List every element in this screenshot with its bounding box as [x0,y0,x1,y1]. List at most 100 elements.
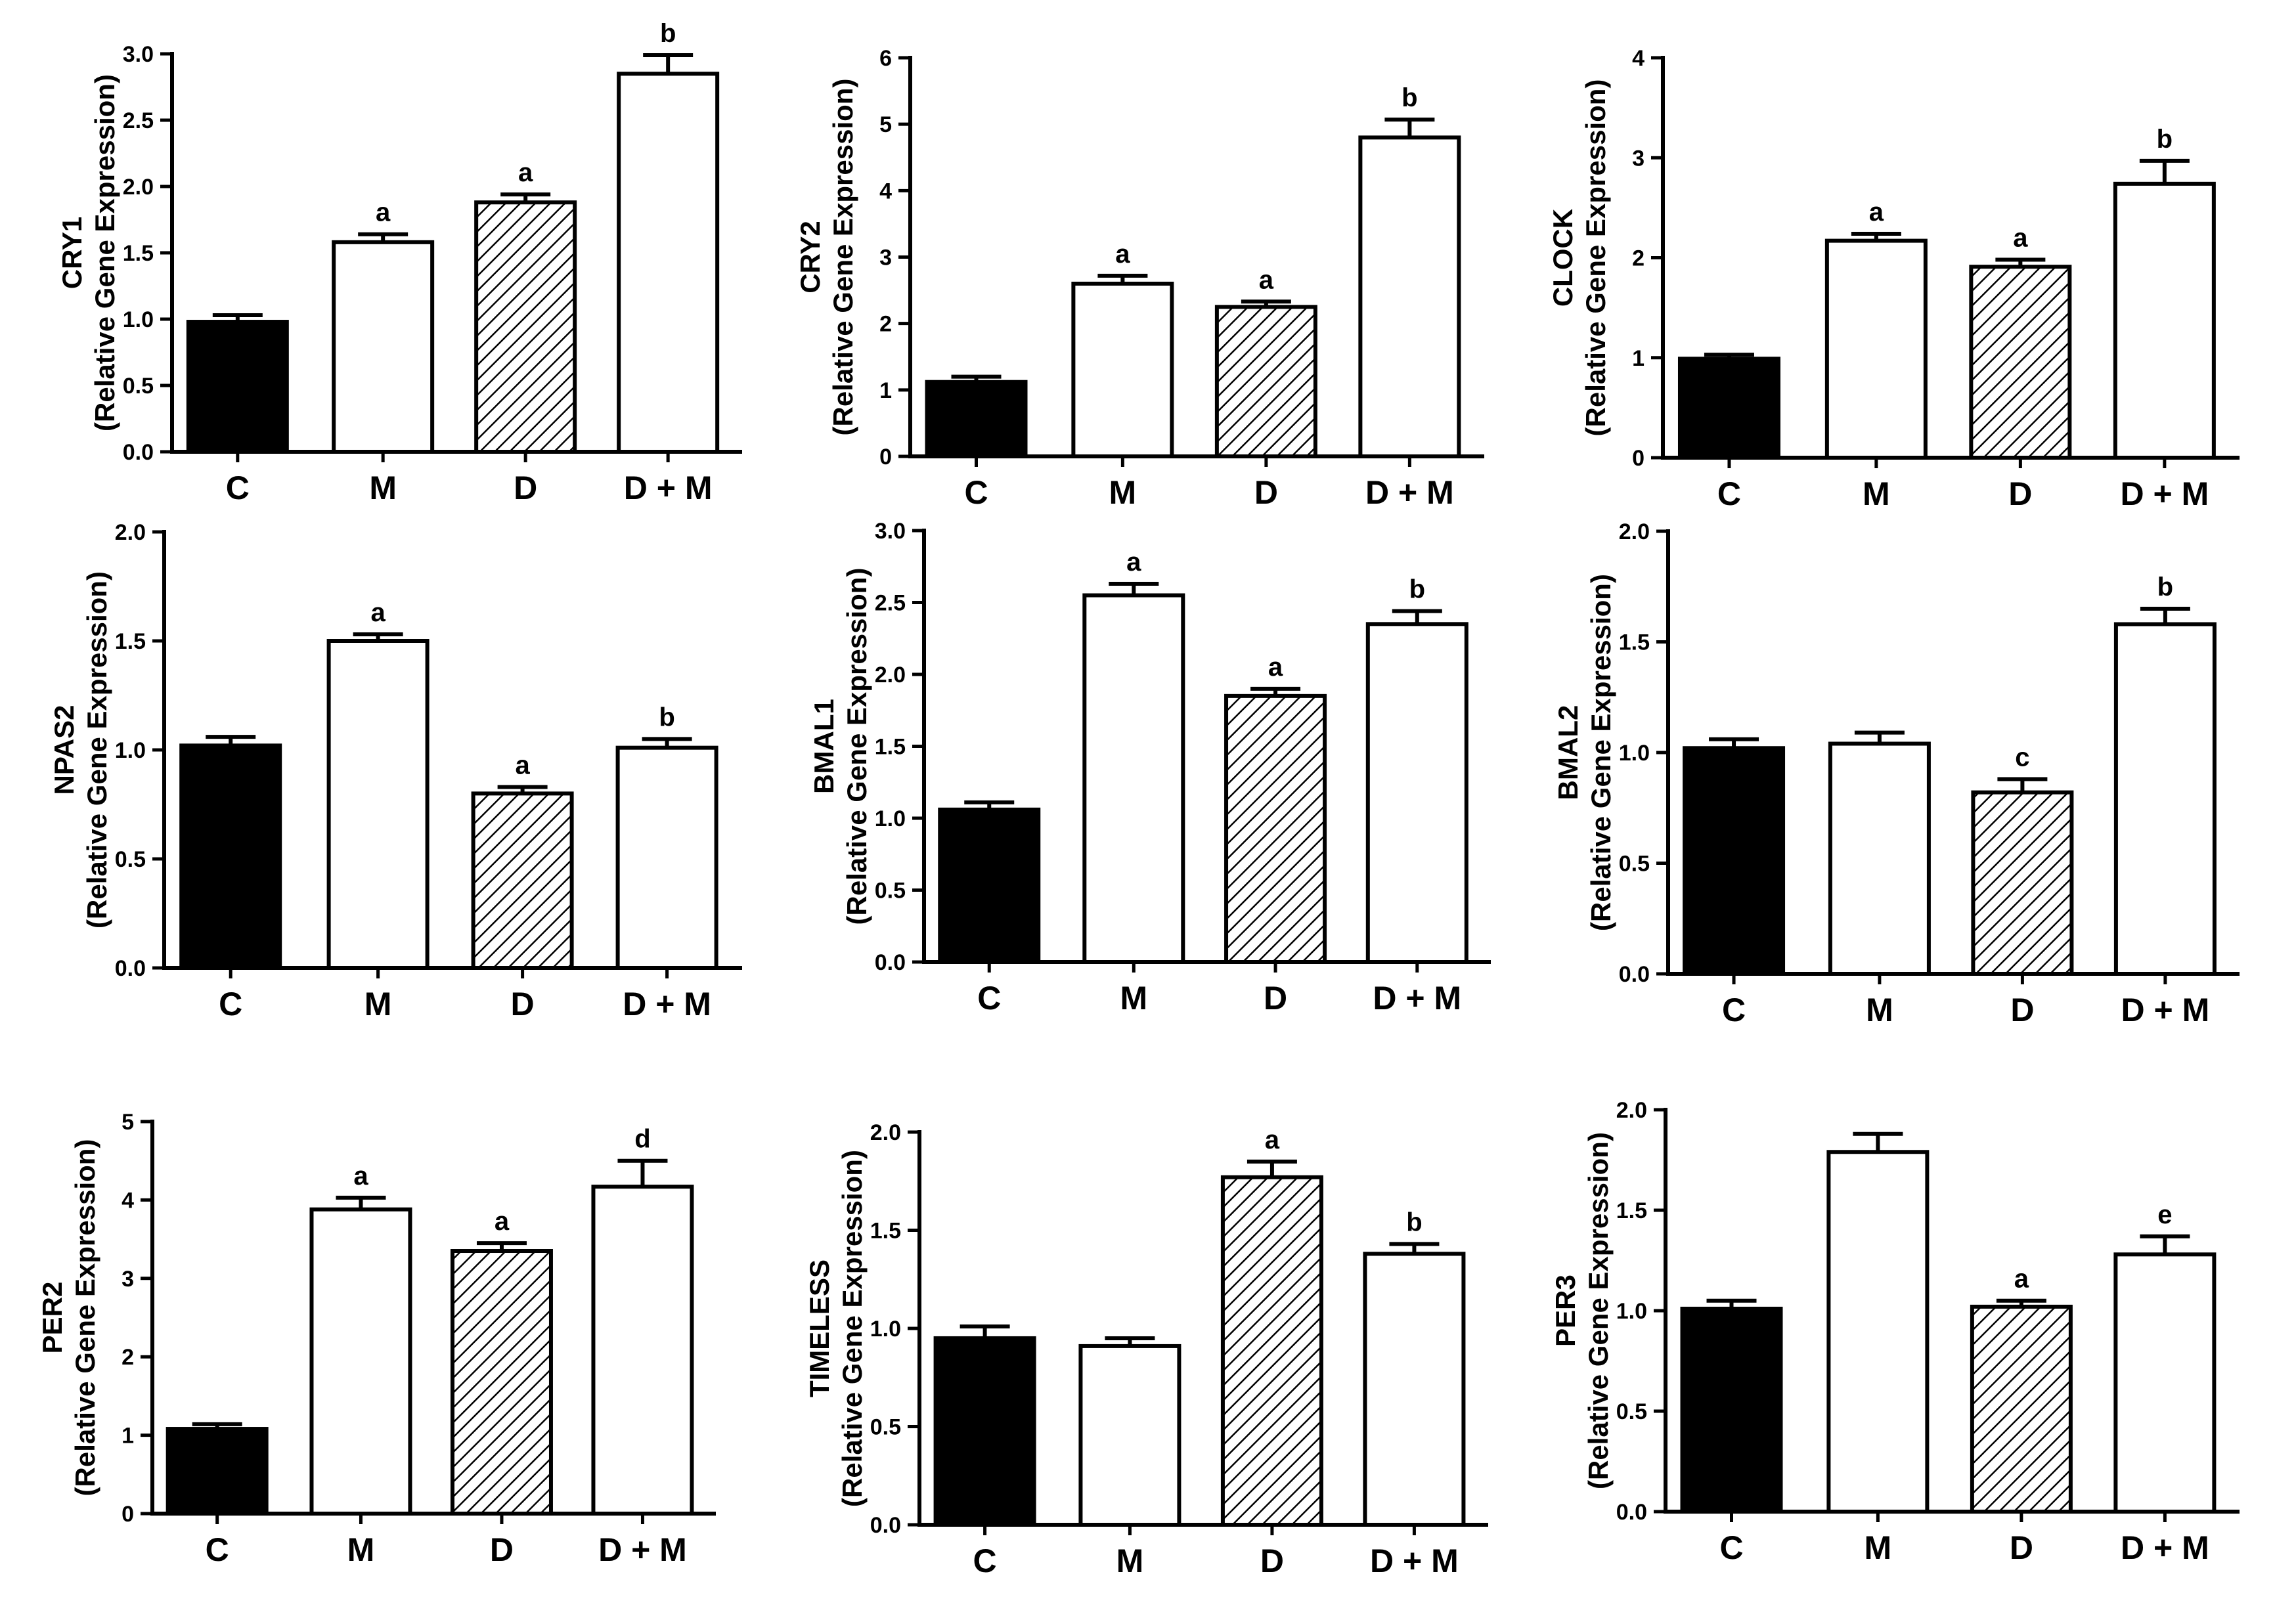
bar-d [471,791,574,971]
bar-m [326,639,430,970]
x-tick-label: C [964,474,988,511]
bar-d [1224,693,1327,964]
y-tick-label: 2.0 [1616,1098,1647,1123]
y-axis-label: BMAL1 [808,699,839,794]
y-tick-label: 0.5 [115,847,146,872]
x-tick-label: M [1863,475,1890,512]
bar-c [166,1427,269,1516]
significance-label: b [1402,83,1417,112]
y-tick-label: 2.0 [123,175,154,200]
bar-m [1824,238,1928,460]
y-tick-label: 0.5 [875,879,906,904]
y-axis-sublabel: (Relative Gene Expression) [828,79,858,436]
bar-dm [2113,622,2217,976]
bar-d [450,1249,553,1516]
y-tick-label: 4 [121,1188,134,1213]
chart-svg: C Ma Db D + M 0.0 0.5 1.0 1.5 2.0 TIMELESS (Relati… [804,1120,1488,1579]
x-tick-label: M [1865,1529,1892,1566]
x-tick-label: M [347,1531,375,1568]
y-tick-label: 3 [1632,146,1645,171]
y-tick-label: 1.0 [875,806,906,831]
x-tick-label: D + M [624,470,713,506]
x-tick-label: D + M [598,1531,687,1568]
y-tick-label: 1 [1632,346,1645,371]
bar-m [1828,741,1931,976]
y-tick-label: 0.0 [1619,962,1650,987]
x-tick-label: D [2010,992,2034,1028]
chart-svg: Ca Ma Db D + M 0 1 2 3 4 CLOCK (Relative Gene Expr… [1547,46,2240,512]
y-tick-label: 0.0 [1616,1500,1647,1525]
y-axis-sublabel: (Relative Gene Expression) [1585,574,1616,931]
x-tick-label: D [1260,1542,1284,1579]
bar-c [925,380,1028,459]
y-tick-label: 6 [879,46,892,71]
y-tick-label: 0.0 [123,440,154,465]
significance-label: d [634,1125,650,1154]
y-tick-label: 0 [121,1502,134,1527]
y-tick-label: 1.0 [1619,741,1650,766]
bar-c [938,807,1041,964]
x-tick-label: D [511,986,535,1022]
y-tick-label: 1.0 [115,738,146,763]
x-tick-label: D + M [1365,474,1454,511]
bar-dm [591,1185,694,1516]
y-tick-label: 2 [879,312,892,337]
y-tick-label: 1 [879,378,892,403]
significance-label: a [1115,240,1130,269]
y-tick-label: 1.5 [115,629,146,654]
significance-label: a [1265,1126,1280,1154]
x-tick-label: C [1717,475,1741,512]
y-tick-label: 3.0 [875,519,906,544]
y-axis-label: CRY1 [56,217,87,289]
y-tick-label: 0.5 [1616,1399,1647,1424]
bar-dm [1365,622,1468,965]
x-tick-label: M [1866,992,1893,1028]
y-axis-sublabel: (Relative Gene Expression) [1580,79,1611,437]
bar-m [309,1207,412,1516]
significance-label: a [353,1162,368,1191]
y-tick-label: 1.5 [875,735,906,760]
x-tick-label: M [1120,980,1147,1017]
y-tick-label: 0.5 [1619,852,1650,877]
bar-c [933,1336,1036,1527]
significance-label: a [518,158,533,187]
chart-svg: Ca Ma Db D + M 0.0 0.5 1.0 1.5 2.0 2.5 3.0 CRY1 (Rel… [56,19,742,506]
y-axis-label: BMAL2 [1553,705,1583,800]
bar-d [1220,1175,1323,1527]
y-axis-sublabel: (Relative Gene Expression) [1583,1132,1614,1489]
y-tick-label: 1.5 [1619,630,1650,655]
x-tick-label: C [1722,992,1746,1028]
bar-dm [1363,1252,1466,1527]
y-tick-label: 4 [1632,46,1645,71]
x-tick-label: M [369,470,397,506]
x-tick-label: D [2010,1529,2033,1566]
bar-d [1970,1304,2073,1514]
y-tick-label: 2.5 [875,591,906,616]
y-tick-label: 2.0 [870,1120,901,1145]
y-tick-label: 1 [121,1424,134,1449]
y-tick-label: 2 [121,1345,134,1370]
chart-svg: Ca Ma Db D + M 0 1 2 3 4 5 6 CRY2 (Relative Gene Exp… [795,46,1484,511]
y-tick-label: 4 [879,179,892,204]
x-tick-label: D + M [2120,475,2209,512]
y-tick-label: 0.5 [870,1415,901,1440]
y-axis-sublabel: (Relative Gene Expression) [89,74,120,431]
x-tick-label: M [1116,1542,1144,1579]
chart-svg: Ca Ma Dd D + M 0 1 2 3 4 5 PER2 (Relative Gene Expr… [37,1110,716,1568]
x-tick-label: D [2008,475,2032,512]
significance-label: a [495,1207,510,1236]
x-tick-label: C [1719,1529,1743,1566]
significance-label: a [1126,548,1141,577]
significance-label: b [2157,573,2173,602]
x-tick-label: C [226,470,250,506]
y-axis-label: TIMELESS [804,1259,835,1397]
y-tick-label: 3.0 [123,42,154,67]
y-tick-label: 1.0 [1616,1299,1647,1324]
x-tick-label: D [490,1531,514,1568]
